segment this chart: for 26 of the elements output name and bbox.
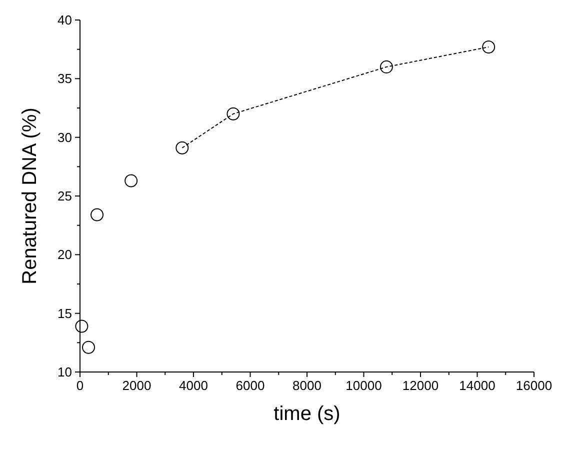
x-tick-label: 4000 <box>179 378 208 393</box>
x-tick-label: 16000 <box>516 378 552 393</box>
x-tick-label: 12000 <box>402 378 439 393</box>
point <box>124 174 138 188</box>
x-tick-label: 14000 <box>459 378 496 393</box>
point <box>482 40 496 54</box>
x-axis-title: time (s) <box>274 403 340 425</box>
y-tick-label: 40 <box>58 12 72 28</box>
point <box>90 208 104 222</box>
y-tick-label: 30 <box>58 130 72 145</box>
x-tick-label: 6000 <box>236 378 265 393</box>
y-tick-label: 25 <box>58 188 72 204</box>
x-tick-label: 8000 <box>292 378 322 393</box>
x-tick-label: 2000 <box>122 378 152 393</box>
y-tick-label: 20 <box>58 247 72 262</box>
y-tick-label: 15 <box>58 306 72 321</box>
y-tick-label: 10 <box>58 364 72 380</box>
point <box>75 320 88 333</box>
y-axis-title: Renatured DNA (%) <box>19 108 41 284</box>
point <box>82 340 96 354</box>
y-tick-label: 35 <box>58 71 72 86</box>
x-tick-label: 0 <box>76 378 84 393</box>
x-tick-label: 10000 <box>346 378 382 393</box>
point <box>226 107 240 120</box>
point <box>380 60 393 74</box>
point <box>176 141 189 154</box>
